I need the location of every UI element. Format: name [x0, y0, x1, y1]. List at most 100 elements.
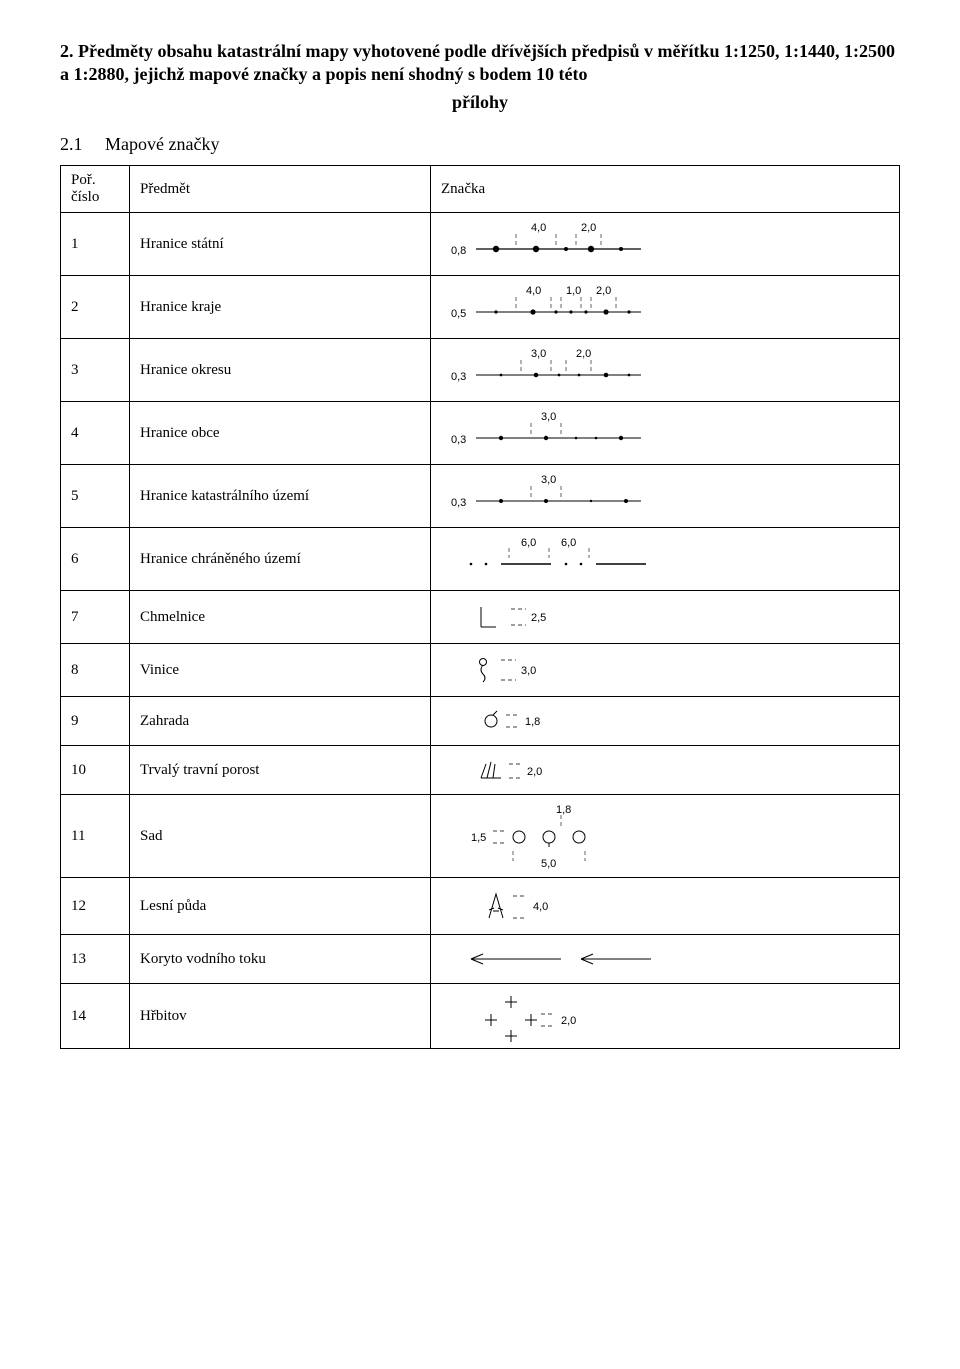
dim-label: 3,0: [531, 348, 546, 360]
header-col-number: Poř. číslo: [61, 166, 130, 213]
dim-label: 0,3: [451, 434, 466, 446]
section-number: 2.1: [60, 134, 83, 154]
table-row: 3 Hranice okresu 0,3 3,0 2,0: [61, 339, 900, 402]
table-row: 5 Hranice katastrálního území 0,3 3,0: [61, 465, 900, 528]
cell-name: Hřbitov: [130, 984, 431, 1049]
table-header-row: Poř. číslo Předmět Značka: [61, 166, 900, 213]
section-heading-tail: přílohy: [60, 91, 900, 114]
dim-label: 2,0: [576, 348, 591, 360]
cell-name: Hranice státní: [130, 213, 431, 276]
cell-number: 5: [61, 465, 130, 528]
dim-label: 1,8: [525, 716, 540, 728]
section-title: 2.1 Mapové značky: [60, 134, 900, 155]
table-row: 2 Hranice kraje 0,5 4,0 1,0 2,0: [61, 276, 900, 339]
symbol-hranice-chranene-icon: 6,0 6,0: [441, 534, 701, 584]
table-row: 1 Hranice státní 0,8 4,0 2,0: [61, 213, 900, 276]
section-heading: 2. Předměty obsahu katastrální mapy vyho…: [60, 40, 900, 87]
header-col-symbol: Značka: [431, 166, 900, 213]
cell-number: 6: [61, 528, 130, 591]
cell-symbol: 3,0: [431, 644, 900, 697]
dim-label: 2,5: [531, 612, 546, 624]
cell-symbol: [431, 935, 900, 984]
cell-name: Koryto vodního toku: [130, 935, 431, 984]
cell-symbol: 2,0: [431, 984, 900, 1049]
cell-name: Hranice kraje: [130, 276, 431, 339]
symbol-vinice-icon: 3,0: [441, 650, 701, 690]
cell-name: Lesní půda: [130, 878, 431, 935]
symbol-chmelnice-icon: 2,5: [441, 597, 701, 637]
cell-number: 3: [61, 339, 130, 402]
cell-symbol: 6,0 6,0: [431, 528, 900, 591]
dim-label: 1,5: [471, 832, 486, 844]
symbol-vodni-tok-icon: [441, 941, 701, 977]
cell-name: Zahrada: [130, 697, 431, 746]
dim-label: 2,0: [596, 285, 611, 297]
cell-name: Vinice: [130, 644, 431, 697]
table-row: 6 Hranice chráněného území 6,0 6,0: [61, 528, 900, 591]
cell-name: Chmelnice: [130, 591, 431, 644]
cell-name: Hranice katastrálního území: [130, 465, 431, 528]
dim-label: 2,0: [581, 222, 596, 234]
cell-number: 10: [61, 746, 130, 795]
table-row: 8 Vinice 3,0: [61, 644, 900, 697]
cell-symbol: 1,8 1,5 5,0: [431, 795, 900, 878]
cell-number: 7: [61, 591, 130, 644]
cell-number: 2: [61, 276, 130, 339]
cell-name: Hranice okresu: [130, 339, 431, 402]
dim-label: 1,0: [566, 285, 581, 297]
symbol-hranice-kraje-icon: 0,5 4,0 1,0 2,0: [441, 282, 701, 332]
dim-label: 2,0: [527, 766, 542, 778]
dim-label: 4,0: [531, 222, 546, 234]
table-row: 13 Koryto vodního toku: [61, 935, 900, 984]
dim-label: 6,0: [561, 537, 576, 549]
dim-label: 3,0: [541, 474, 556, 486]
section-name: Mapové značky: [105, 134, 219, 154]
cell-number: 13: [61, 935, 130, 984]
dim-label: 1,8: [556, 804, 571, 816]
symbol-zahrada-icon: 1,8: [441, 703, 701, 739]
symbol-hranice-statni-icon: 0,8 4,0 2,0: [441, 219, 701, 269]
table-row: 4 Hranice obce 0,3 3,0: [61, 402, 900, 465]
cell-symbol: 2,0: [431, 746, 900, 795]
cell-symbol: 4,0: [431, 878, 900, 935]
cell-name: Hranice chráněného území: [130, 528, 431, 591]
table-row: 10 Trvalý travní porost 2,0: [61, 746, 900, 795]
dim-label: 4,0: [526, 285, 541, 297]
dim-label: 6,0: [521, 537, 536, 549]
cell-symbol: 0,3 3,0: [431, 402, 900, 465]
dim-label: 3,0: [541, 411, 556, 423]
symbol-sad-icon: 1,8 1,5 5,0: [441, 801, 701, 871]
symbol-travni-porost-icon: 2,0: [441, 752, 701, 788]
cell-number: 1: [61, 213, 130, 276]
dim-label: 0,3: [451, 371, 466, 383]
table-row: 7 Chmelnice 2,5: [61, 591, 900, 644]
cell-name: Hranice obce: [130, 402, 431, 465]
symbol-hranice-ku-icon: 0,3 3,0: [441, 471, 701, 521]
table-row: 9 Zahrada 1,8: [61, 697, 900, 746]
dim-label: 0,3: [451, 497, 466, 509]
cell-symbol: 2,5: [431, 591, 900, 644]
cell-symbol: 0,5 4,0 1,0 2,0: [431, 276, 900, 339]
symbol-hranice-okresu-icon: 0,3 3,0 2,0: [441, 345, 701, 395]
cell-number: 14: [61, 984, 130, 1049]
cell-symbol: 0,3 3,0 2,0: [431, 339, 900, 402]
cell-number: 8: [61, 644, 130, 697]
header-col-subject: Předmět: [130, 166, 431, 213]
table-row: 11 Sad 1,8 1,5 5,0: [61, 795, 900, 878]
cell-symbol: 1,8: [431, 697, 900, 746]
cell-name: Trvalý travní porost: [130, 746, 431, 795]
cell-symbol: 0,8 4,0 2,0: [431, 213, 900, 276]
symbol-hranice-obce-icon: 0,3 3,0: [441, 408, 701, 458]
cell-number: 11: [61, 795, 130, 878]
symbol-hrbitov-icon: 2,0: [441, 990, 701, 1042]
cell-name: Sad: [130, 795, 431, 878]
dim-label: 4,0: [533, 901, 548, 913]
symbols-table: Poř. číslo Předmět Značka 1 Hranice stát…: [60, 165, 900, 1049]
symbol-les-icon: 4,0: [441, 884, 701, 928]
dim-label: 3,0: [521, 665, 536, 677]
table-row: 14 Hřbitov 2,0: [61, 984, 900, 1049]
dim-label: 0,5: [451, 308, 466, 320]
dim-label: 2,0: [561, 1015, 576, 1027]
cell-number: 4: [61, 402, 130, 465]
cell-number: 9: [61, 697, 130, 746]
